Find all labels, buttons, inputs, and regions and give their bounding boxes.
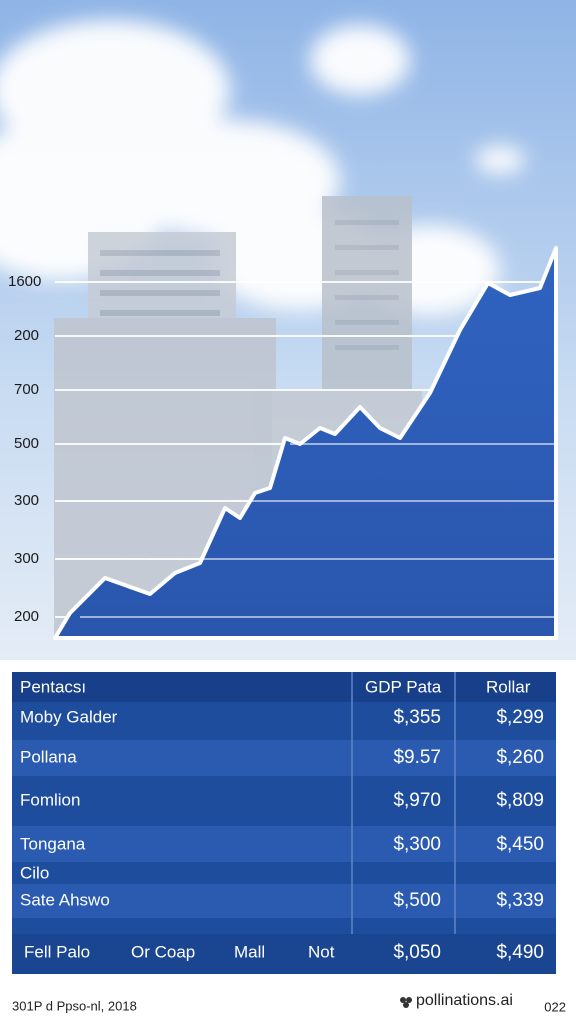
axis-label: 200 — [14, 608, 39, 625]
cell: $,970 — [393, 790, 441, 811]
footer-cell: Mall — [234, 942, 265, 961]
cell: Cilo — [20, 863, 49, 882]
footer-cell: Fell Palo — [24, 942, 90, 961]
cell: $,339 — [496, 890, 544, 911]
cell: Tongana — [20, 834, 86, 853]
table-header-bg — [12, 672, 556, 702]
header-cell: Pentacsı — [20, 677, 86, 696]
footer-source: 301P d Ppso-nl, 2018 — [12, 998, 137, 1013]
footer-cell: Not — [308, 942, 335, 961]
logo — [400, 997, 412, 1008]
cell: $,355 — [393, 707, 441, 728]
row-footer-bg — [12, 934, 556, 974]
cell: $,500 — [393, 890, 441, 911]
header-cell: GDP Pata — [365, 677, 442, 696]
row-stripe — [12, 826, 556, 862]
row-stripe — [12, 884, 556, 918]
cell: Sate Ahswo — [20, 890, 110, 909]
axis-label: 1600 — [8, 273, 41, 290]
cell: $,299 — [496, 707, 544, 728]
cell: $,300 — [393, 834, 441, 855]
cell: Pollana — [20, 747, 77, 766]
cell: $,809 — [496, 790, 544, 811]
axis-label: 300 — [14, 492, 39, 509]
header-cell: Rollar — [486, 677, 531, 696]
row-stripe — [12, 740, 556, 776]
footer-right: 022 — [544, 999, 566, 1014]
cell: $,450 — [496, 834, 544, 855]
axis-label: 500 — [14, 435, 39, 452]
cell: Moby Galder — [20, 707, 118, 726]
grid-over — [80, 443, 556, 618]
axis-label: 300 — [14, 550, 39, 567]
cell: Fomlion — [20, 790, 80, 809]
cell: $,260 — [496, 747, 544, 768]
footer-cell: $,050 — [393, 942, 441, 963]
table: Pentacsı GDP Pata Rollar Moby Galder $,3… — [12, 672, 556, 974]
footer-cell: Or Coap — [131, 942, 195, 961]
footer-brand: pollinations.ai — [416, 992, 513, 1009]
footer-cell: $,490 — [496, 942, 544, 963]
axis-label: 200 — [14, 327, 39, 344]
axis-labels: 1600 200 700 500 300 300 200 — [8, 273, 41, 625]
axis-label: 700 — [14, 381, 39, 398]
cell: $9.57 — [393, 747, 441, 768]
table-bg — [12, 672, 556, 974]
